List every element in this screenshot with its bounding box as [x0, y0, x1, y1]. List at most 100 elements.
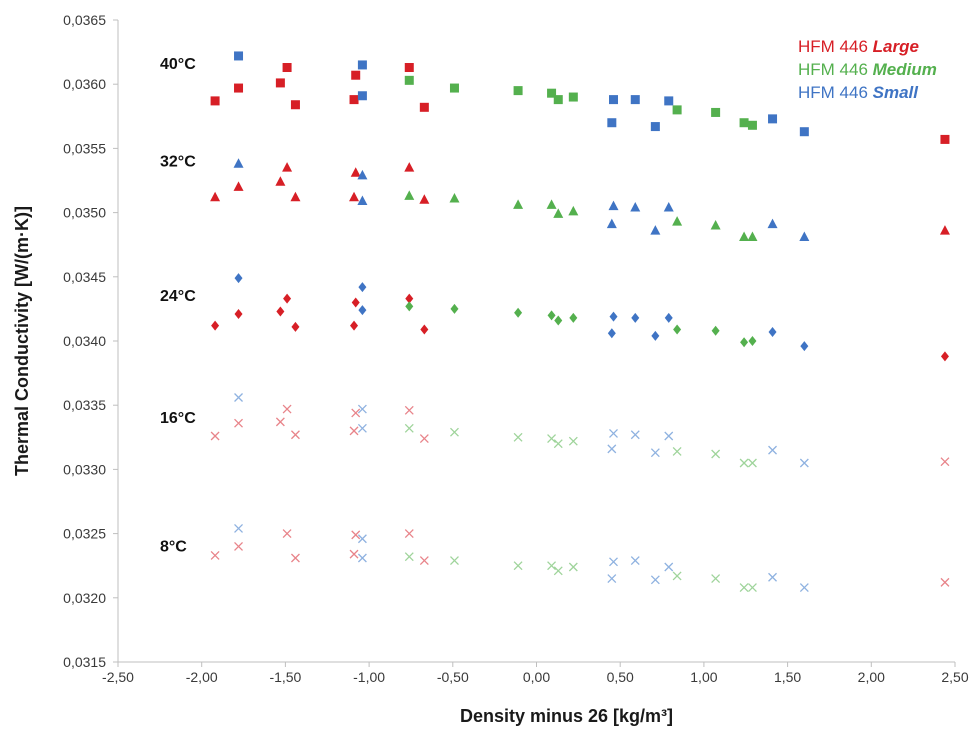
diamond-marker: [547, 310, 556, 321]
x-tick-label: -2,50: [102, 669, 134, 685]
square-marker: [607, 118, 617, 128]
square-marker: [357, 91, 367, 101]
y-tick-label: 0,0340: [63, 333, 106, 349]
legend-entry-suffix: Large: [873, 37, 919, 56]
triangle-marker: [290, 191, 301, 202]
diamond-marker: [405, 293, 414, 304]
x-marker: [547, 561, 557, 571]
triangle-marker: [663, 201, 674, 212]
square-marker: [449, 83, 459, 93]
x-marker: [768, 445, 777, 455]
x-marker: [664, 431, 674, 441]
diamond-marker: [405, 301, 414, 312]
triangle-marker: [210, 191, 221, 202]
x-marker: [234, 541, 243, 551]
temperature-label: 40°C: [160, 56, 196, 73]
x-marker: [547, 434, 557, 444]
triangle-marker: [747, 231, 758, 241]
square-marker: [711, 107, 721, 117]
y-tick-label: 0,0365: [63, 12, 106, 28]
y-tick-label: 0,0360: [63, 76, 106, 92]
x-marker: [607, 574, 617, 583]
diamond-marker: [514, 307, 523, 318]
diamond-marker: [740, 337, 749, 348]
square-marker: [404, 75, 414, 85]
square-marker: [672, 105, 682, 115]
x-axis-title: Density minus 26 [kg/m³]: [460, 706, 673, 726]
triangle-marker: [608, 200, 619, 211]
x-marker: [404, 423, 414, 433]
x-marker: [940, 577, 950, 587]
x-tick-label: -1,50: [269, 669, 301, 685]
x-marker: [234, 524, 243, 533]
x-marker: [450, 556, 459, 566]
legend-entry-suffix: Medium: [873, 60, 937, 79]
x-marker: [630, 556, 640, 566]
diamond-marker: [768, 327, 777, 338]
y-tick-label: 0,0345: [63, 269, 106, 285]
square-marker: [664, 96, 674, 106]
legend-entry: HFM 446 Medium: [798, 60, 937, 79]
x-marker: [799, 458, 809, 468]
x-marker: [282, 529, 292, 539]
triangle-marker: [282, 162, 293, 172]
square-marker: [513, 86, 523, 96]
x-marker: [404, 405, 414, 415]
triangle-marker: [233, 181, 244, 191]
diamond-marker: [673, 324, 682, 335]
triangle-marker: [513, 199, 524, 209]
y-tick-label: 0,0355: [63, 140, 106, 156]
square-marker: [547, 88, 557, 98]
x-marker: [275, 417, 285, 427]
triangle-marker: [553, 208, 564, 218]
triangle-marker: [449, 192, 460, 203]
x-marker: [290, 553, 300, 563]
x-marker: [351, 408, 361, 418]
x-marker: [553, 439, 563, 449]
y-tick-label: 0,0315: [63, 654, 106, 670]
diamond-marker: [940, 351, 949, 362]
legend-entry-prefix: HFM 446: [798, 37, 873, 56]
x-marker: [711, 449, 721, 459]
x-marker: [553, 566, 563, 576]
y-tick-label: 0,0325: [63, 526, 106, 542]
triangle-marker: [357, 169, 368, 180]
square-marker: [234, 51, 244, 61]
triangle-marker: [404, 190, 415, 200]
x-marker: [739, 458, 749, 468]
data-points: [210, 51, 950, 592]
x-marker: [234, 393, 243, 402]
diamond-marker: [420, 324, 429, 335]
diamond-marker: [748, 336, 757, 346]
x-marker: [940, 457, 950, 467]
square-marker: [768, 114, 778, 124]
diamond-marker: [569, 312, 578, 323]
triangle-marker: [739, 231, 750, 241]
y-tick-label: 0,0335: [63, 397, 106, 413]
x-tick-label: -0,50: [437, 669, 469, 685]
x-tick-label: 1,00: [690, 669, 717, 685]
temperature-labels: 40°C 32°C 24°C 16°C 8°C: [160, 56, 196, 556]
square-marker: [349, 95, 359, 105]
diamond-marker: [609, 311, 618, 322]
square-marker: [650, 122, 660, 132]
square-marker: [568, 92, 578, 102]
square-marker: [234, 83, 244, 93]
x-marker: [282, 404, 292, 414]
legend-entry: HFM 446 Large: [798, 37, 919, 56]
diamond-marker: [450, 303, 459, 314]
x-marker: [357, 534, 367, 544]
square-marker: [275, 78, 285, 88]
x-marker: [607, 444, 617, 454]
x-marker: [609, 557, 618, 567]
x-marker: [210, 550, 220, 560]
y-tick-label: 0,0330: [63, 461, 106, 477]
x-marker: [419, 434, 429, 444]
diamond-marker: [711, 325, 720, 336]
series-medium: [404, 75, 758, 592]
diamond-marker: [651, 330, 660, 341]
triangle-marker: [799, 231, 810, 241]
x-marker: [290, 430, 300, 440]
